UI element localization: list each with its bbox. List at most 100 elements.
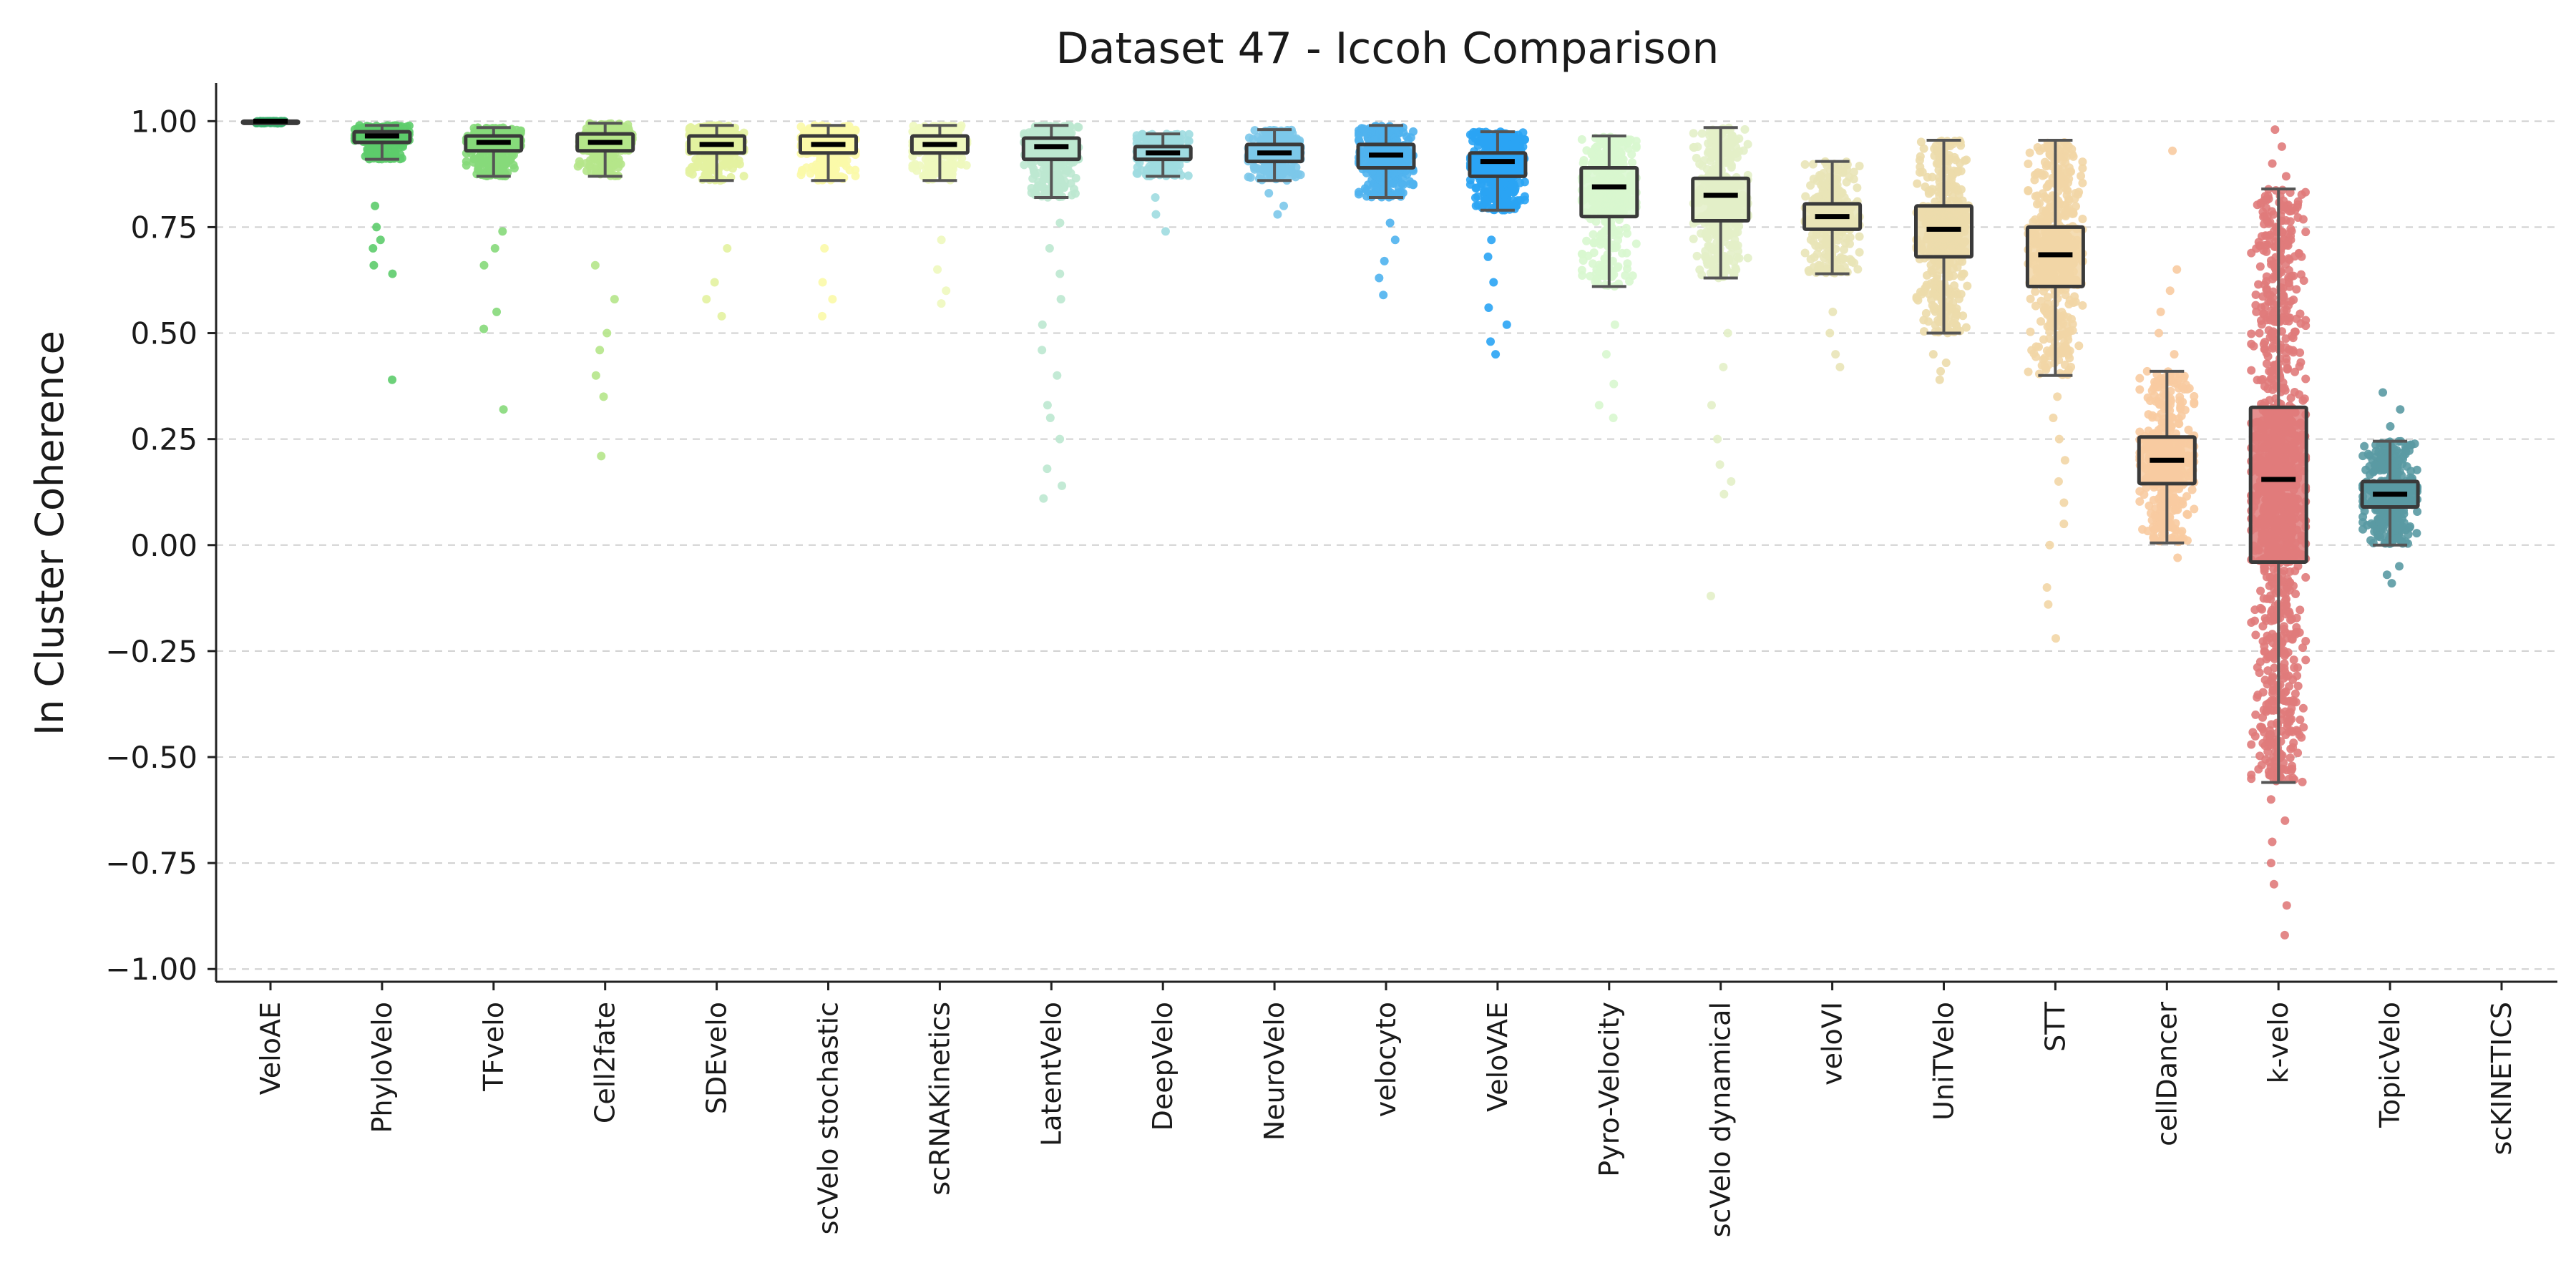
outlier-point <box>1594 401 1604 410</box>
outlier-point <box>1161 227 1170 236</box>
data-point <box>1500 190 1509 200</box>
outlier-point <box>1055 269 1065 278</box>
data-point <box>1695 265 1704 275</box>
data-point <box>1070 189 1080 198</box>
data-point <box>1279 135 1289 144</box>
data-point <box>1582 236 1591 245</box>
data-point <box>1623 264 1632 273</box>
data-point <box>729 125 738 134</box>
data-point <box>718 156 728 165</box>
data-point <box>1073 122 1082 132</box>
data-point <box>608 152 618 161</box>
outlier-point <box>1483 252 1493 261</box>
data-point <box>1612 242 1621 251</box>
outlier-point <box>1279 201 1289 210</box>
data-point <box>829 166 839 175</box>
outlier-point <box>1056 295 1065 304</box>
outlier-point <box>595 346 605 355</box>
outlier-point <box>1039 494 1048 503</box>
outlier-point <box>723 244 732 253</box>
data-point <box>1355 190 1363 199</box>
outlier-point <box>599 392 608 401</box>
data-point <box>1063 165 1073 175</box>
outlier-point <box>1385 218 1395 228</box>
outlier-point <box>388 375 397 384</box>
outlier-point <box>1058 481 1067 490</box>
data-point <box>1244 133 1254 142</box>
outlier-point <box>1043 401 1052 410</box>
outlier-point <box>490 244 499 253</box>
data-point <box>1692 251 1702 260</box>
data-point <box>730 152 739 162</box>
outlier-point <box>1379 291 1388 300</box>
chart-title: Dataset 47 - Iccoh Comparison <box>1056 24 1719 74</box>
data-point <box>735 160 744 169</box>
data-point <box>1594 260 1604 270</box>
data-point <box>1038 182 1047 192</box>
data-point <box>1409 127 1418 136</box>
data-point <box>1577 265 1586 275</box>
data-point <box>829 155 838 165</box>
data-point <box>1296 170 1305 180</box>
data-point <box>1609 270 1619 279</box>
outlier-point <box>1273 210 1282 219</box>
outlier-point <box>818 311 827 321</box>
data-point <box>1578 250 1587 259</box>
outlier-point <box>828 295 837 304</box>
data-point <box>1478 137 1487 147</box>
data-point <box>610 160 620 170</box>
data-point <box>501 160 510 169</box>
outlier-point <box>597 452 606 461</box>
outlier-point <box>1053 371 1062 380</box>
data-point <box>818 171 827 180</box>
data-point <box>1599 154 1608 163</box>
data-point <box>700 162 709 172</box>
data-point <box>590 123 599 132</box>
scatter-points <box>252 117 2422 940</box>
data-point <box>1625 277 1634 286</box>
data-point <box>479 157 489 166</box>
data-point <box>1133 169 1142 178</box>
outlier-point <box>937 235 946 245</box>
data-point <box>1591 217 1601 226</box>
data-point <box>706 153 715 162</box>
data-point <box>1389 168 1398 177</box>
data-point <box>1469 127 1478 137</box>
data-point <box>796 170 806 180</box>
data-point <box>739 172 748 181</box>
data-point <box>1053 185 1063 194</box>
data-point <box>1516 178 1525 187</box>
outlier-point <box>1151 192 1160 202</box>
data-point <box>1480 187 1489 196</box>
data-point <box>800 127 809 136</box>
data-point <box>1389 179 1398 188</box>
data-point <box>1039 175 1048 185</box>
data-point <box>927 170 937 180</box>
outlier-point <box>1489 278 1498 287</box>
data-point <box>1071 173 1080 182</box>
data-point <box>842 156 852 165</box>
outlier-point <box>937 299 946 308</box>
outlier-point <box>479 260 489 270</box>
data-point <box>1367 127 1376 137</box>
data-point <box>1288 129 1297 138</box>
data-point <box>1409 180 1418 190</box>
data-point <box>722 162 731 172</box>
data-point <box>1399 128 1408 137</box>
data-point <box>1689 129 1698 138</box>
outlier-point <box>1390 235 1400 245</box>
data-point <box>1595 231 1604 240</box>
outlier-point <box>1601 350 1611 359</box>
data-point <box>1513 143 1523 152</box>
data-point <box>470 154 479 163</box>
data-point <box>1614 262 1623 271</box>
data-point <box>1513 130 1523 140</box>
data-point <box>573 162 582 171</box>
outlier-point <box>1484 303 1493 312</box>
data-point <box>397 154 406 163</box>
data-point <box>685 165 694 175</box>
outlier-point <box>1610 320 1619 329</box>
outlier-point <box>933 265 942 274</box>
outlier-point <box>1055 218 1065 228</box>
data-point <box>1065 121 1074 130</box>
